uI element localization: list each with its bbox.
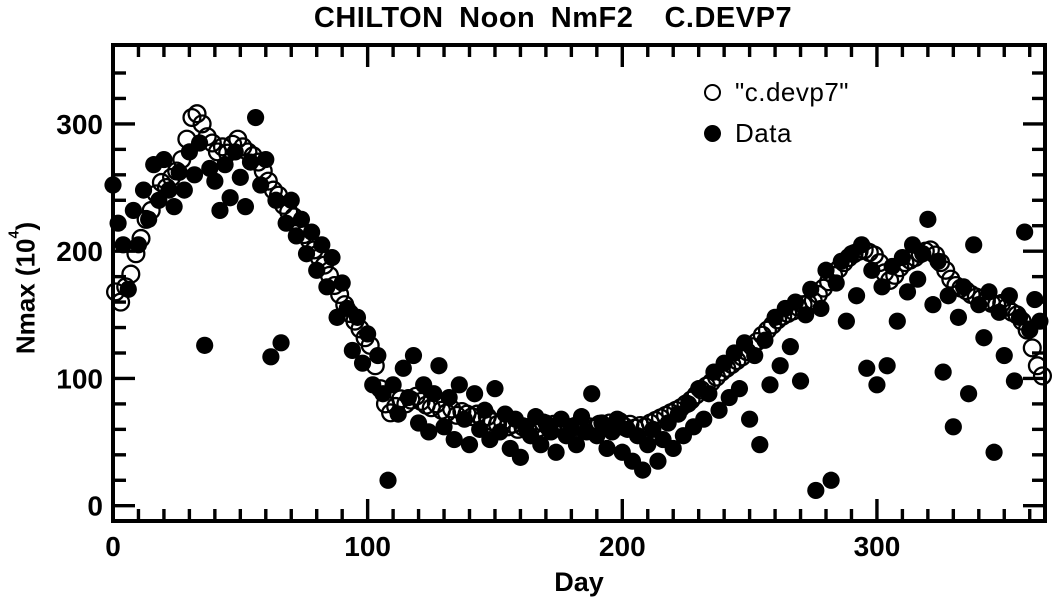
y-axis-label-exponent: 4 [6, 230, 23, 239]
legend: "c.devp7" Data [704, 77, 849, 159]
x-tick-label: 100 [344, 531, 391, 562]
y-tick-label: 300 [56, 109, 103, 140]
x-tick-label: 300 [854, 531, 901, 562]
legend-item-data: Data [704, 118, 849, 148]
x-axis-label: Day [554, 567, 604, 597]
legend-label-model: "c.devp7" [735, 76, 850, 107]
chart-title: CHILTON Noon NmF2 C.DEVP7 [313, 2, 793, 34]
y-axis-label: Nmax (104) [6, 222, 42, 355]
filled-circle-icon [704, 124, 721, 142]
open-circle-icon [704, 83, 721, 101]
y-tick-label: 100 [56, 363, 103, 394]
x-tick-label: 200 [599, 531, 646, 562]
y-tick-label: 200 [56, 236, 103, 267]
legend-item-model: "c.devp7" [704, 77, 849, 107]
legend-label-data: Data [735, 117, 792, 148]
y-tick-label: 0 [87, 491, 103, 522]
x-tick-label: 0 [105, 531, 121, 562]
y-axis-label-base: Nmax (10 [10, 238, 41, 355]
